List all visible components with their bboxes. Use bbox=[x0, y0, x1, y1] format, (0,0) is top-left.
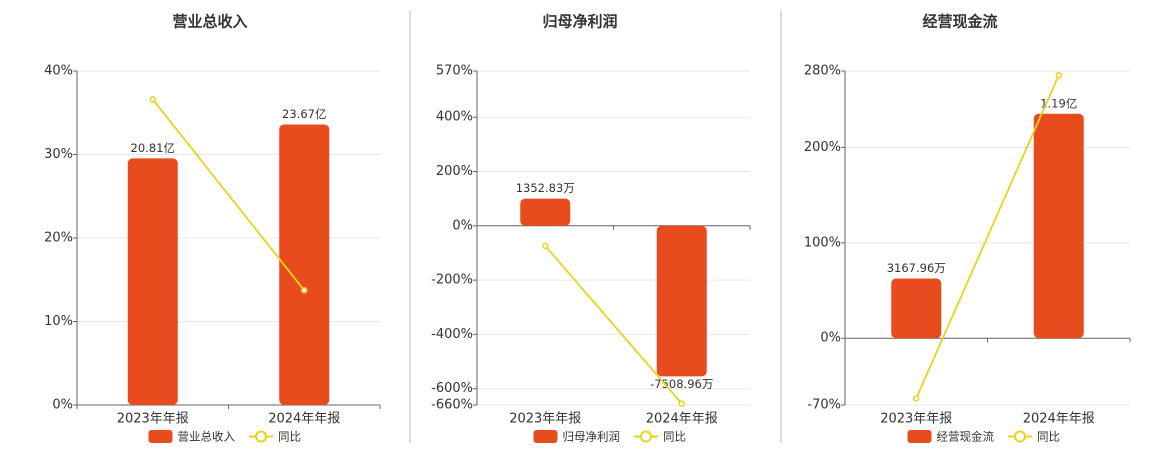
y-tick-label: 570% bbox=[436, 64, 473, 79]
legend-label: 营业总收入 bbox=[178, 430, 236, 444]
legend-swatch bbox=[1014, 430, 1026, 443]
y-tick-label: 20% bbox=[44, 231, 73, 246]
y-tick-label: 200% bbox=[804, 140, 841, 155]
legend-label: 归母净利润 bbox=[563, 430, 621, 444]
y-tick-label: -200% bbox=[431, 273, 473, 288]
y-tick-label: 0% bbox=[820, 331, 841, 346]
y-tick-label: 400% bbox=[436, 110, 473, 125]
legend-label: 同比 bbox=[663, 430, 686, 444]
y-tick-label: 10% bbox=[44, 314, 73, 329]
y-tick-label: 0% bbox=[452, 218, 473, 233]
x-tick-label: 2024年年报 bbox=[268, 412, 340, 427]
y-tick-label: -70% bbox=[807, 398, 841, 413]
legend-label: 同比 bbox=[1037, 430, 1060, 444]
point bbox=[301, 287, 308, 294]
point bbox=[1055, 71, 1062, 79]
point bbox=[678, 400, 685, 407]
line bbox=[915, 74, 1060, 399]
y-tick-label: 200% bbox=[436, 164, 473, 179]
point bbox=[542, 242, 549, 250]
x-tick-label: 2023年年报 bbox=[509, 412, 581, 427]
value-label: 3167.96万 bbox=[887, 261, 946, 275]
y-tick-label: 30% bbox=[44, 147, 73, 162]
chart-title: 归母净利润 bbox=[542, 13, 617, 31]
line bbox=[152, 98, 305, 291]
chart-title: 经营现金流 bbox=[922, 13, 997, 31]
x-tick-label: 2024年年报 bbox=[1023, 412, 1095, 427]
x-tick-label: 2024年年报 bbox=[646, 412, 718, 427]
value-label: 1.19亿 bbox=[1040, 96, 1077, 110]
y-tick-label: -400% bbox=[431, 327, 473, 342]
y-tick-label: 0% bbox=[52, 398, 73, 413]
legend-swatch bbox=[640, 430, 652, 443]
legend-swatch bbox=[907, 430, 932, 443]
line bbox=[544, 245, 683, 405]
x-tick-label: 2023年年报 bbox=[880, 412, 952, 427]
bar bbox=[127, 158, 178, 405]
bar bbox=[520, 198, 571, 226]
legend-label: 经营现金流 bbox=[937, 430, 995, 444]
legend-swatch bbox=[148, 430, 173, 443]
legend-label: 同比 bbox=[278, 430, 301, 444]
y-tick-label: 100% bbox=[804, 235, 841, 250]
chart-title: 营业总收入 bbox=[172, 13, 247, 31]
y-tick-label: -600% bbox=[431, 381, 473, 396]
bar bbox=[656, 225, 707, 377]
value-label: 1352.83万 bbox=[516, 181, 575, 195]
value-label: 20.81亿 bbox=[131, 141, 175, 155]
point bbox=[913, 395, 920, 402]
legend-swatch bbox=[255, 430, 267, 443]
value-label: 23.67亿 bbox=[282, 107, 326, 121]
bar bbox=[279, 124, 330, 405]
bar bbox=[1033, 113, 1084, 339]
y-tick-label: -660% bbox=[431, 398, 473, 413]
y-tick-label: 40% bbox=[44, 64, 73, 79]
y-tick-label: 280% bbox=[804, 64, 841, 79]
value-label: -7508.96万 bbox=[650, 377, 713, 391]
point bbox=[149, 96, 156, 103]
legend-swatch bbox=[533, 430, 558, 443]
bar bbox=[891, 278, 942, 339]
x-tick-label: 2023年年报 bbox=[117, 412, 189, 427]
